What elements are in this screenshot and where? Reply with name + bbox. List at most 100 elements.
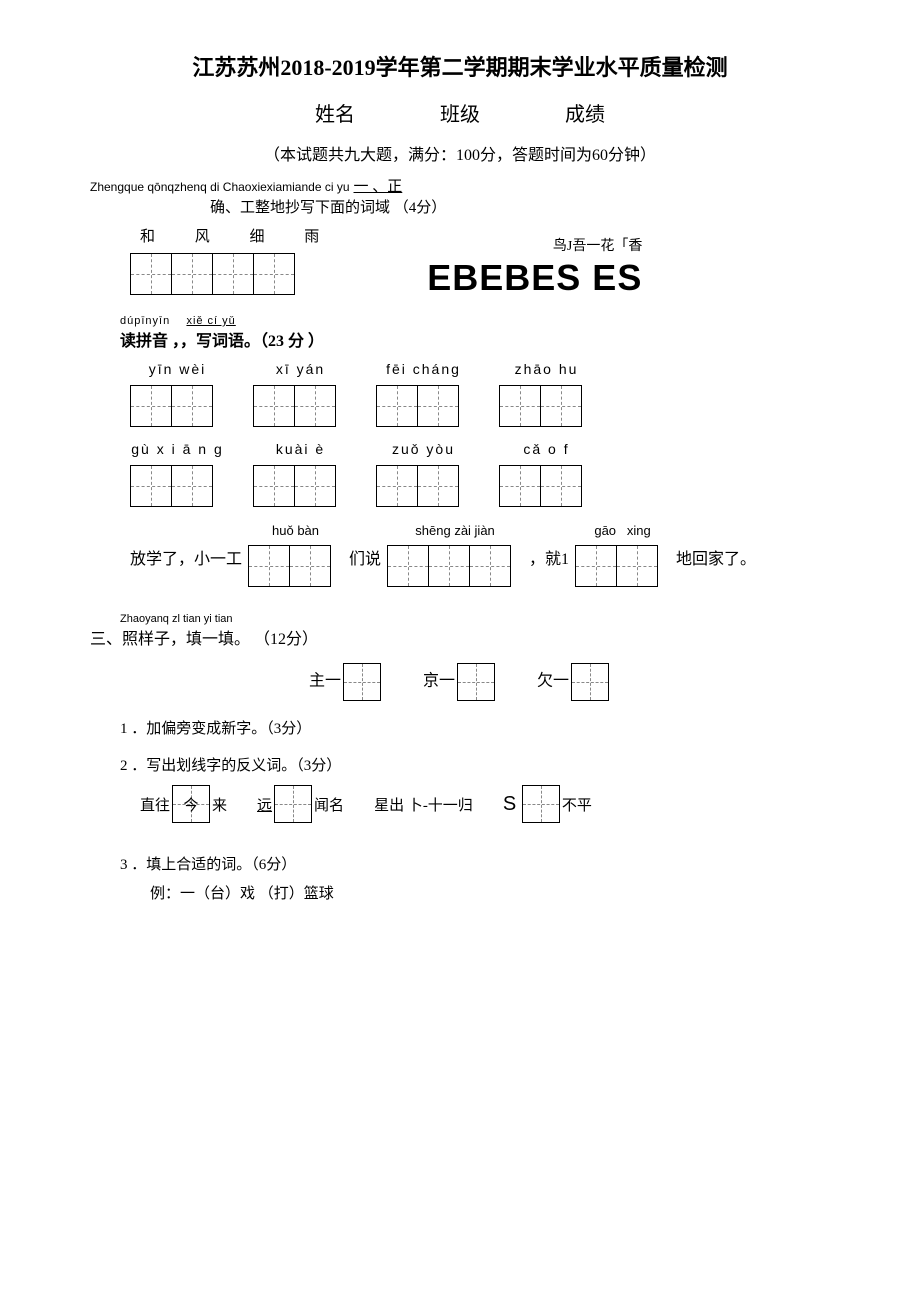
pinyin-label: cǎ o f (499, 441, 594, 457)
q2-item: zhāo hu (499, 361, 594, 431)
pinyin-label: fēi cháng (376, 361, 471, 377)
sentence-post: 地回家了。 (676, 545, 756, 569)
q3-row-items: 主一 京一 欠一 (90, 663, 830, 701)
writing-box[interactable] (469, 545, 511, 587)
writing-box[interactable] (376, 465, 418, 507)
q1-left-group: 和 风 细 雨 (130, 225, 337, 299)
writing-box[interactable] (417, 465, 459, 507)
q1-pinyin: Zhengque qōnqzhenq di Chaoxiexiamiande c… (90, 180, 350, 194)
post: 来 (212, 794, 227, 815)
q2-item: yīn wèi (130, 361, 225, 431)
q2-item: gù x i ā n g (130, 441, 225, 511)
writing-box[interactable] (289, 545, 331, 587)
q3-item: 欠一 (537, 663, 611, 701)
q3-item: 京一 (423, 663, 497, 701)
pre: 直往 (140, 794, 170, 815)
pinyin-label: yīn wèi (130, 361, 225, 377)
q1-heading: Zhengque qōnqzhenq di Chaoxiexiamiande c… (90, 175, 830, 217)
writing-box[interactable] (343, 663, 381, 701)
q2-heading-text: 读拼音 ，，写词语。（23 分 ） (120, 333, 324, 350)
writing-box[interactable] (540, 465, 582, 507)
writing-box[interactable] (417, 385, 459, 427)
sentence-mid2: ，就1 (529, 545, 569, 569)
q2-item: kuài è (253, 441, 348, 511)
q3-example: 例：一（台）戏 （打）篮球 (150, 882, 830, 903)
exam-subtitle: （本试题共九大题，满分：100分，答题时间为60分钟） (90, 141, 830, 165)
writing-box[interactable] (253, 385, 295, 427)
sentence-blank1: huǒ bàn (248, 523, 343, 591)
page-title: 江苏苏州2018-2019学年第二学期期末学业水平质量检测 (90, 50, 830, 82)
label: 京一 (423, 673, 455, 690)
writing-box[interactable] (294, 465, 336, 507)
writing-box[interactable] (274, 785, 312, 823)
writing-box[interactable] (253, 465, 295, 507)
antonym-item: 星出 卜-十一归 (374, 794, 473, 815)
sentence-mid1: 们说 (349, 545, 381, 569)
writing-box[interactable]: 今 (172, 785, 210, 823)
q2-item: zuǒ yòu (376, 441, 471, 511)
writing-box[interactable] (171, 253, 213, 295)
antonym-item: 远闻名 (257, 785, 344, 823)
writing-box[interactable] (248, 545, 290, 587)
q3-item: 主一 (309, 663, 383, 701)
q1-heading-b: 确、工整地抄写下面的词域 （4分） (210, 196, 830, 217)
q3-heading-text: 三、照样子，填一填。 （12分） (90, 631, 318, 648)
pinyin-label: zuǒ yòu (376, 441, 471, 457)
writing-box[interactable] (571, 663, 609, 701)
writing-box[interactable] (130, 465, 172, 507)
pinyin-label: gù x i ā n g (130, 441, 225, 457)
pinyin-label: xī yán (253, 361, 348, 377)
writing-box[interactable] (253, 253, 295, 295)
label: 主一 (309, 673, 341, 690)
q1-left-boxes (130, 253, 295, 295)
sentence-blank3: gāo xing (575, 523, 670, 591)
writing-box[interactable] (171, 385, 213, 427)
char: 今 (184, 794, 199, 815)
writing-box[interactable] (212, 253, 254, 295)
q3-heading: Zhaoyanq zl tian yi tian 三、照样子，填一填。 （12分… (90, 613, 830, 649)
q2-row2: gù x i ā n g kuài è zuǒ yòu cǎ o f (130, 441, 830, 511)
writing-box[interactable] (387, 545, 429, 587)
q1-right-big: EBEBES ES (427, 257, 642, 299)
q3-sub1: 1 ．加偏旁变成新字。（3分） (120, 717, 830, 738)
writing-box[interactable] (130, 253, 172, 295)
name-label: 姓名 (315, 98, 355, 127)
writing-box[interactable] (294, 385, 336, 427)
writing-box[interactable] (499, 385, 541, 427)
q2-item: fēi cháng (376, 361, 471, 431)
writing-box[interactable] (522, 785, 560, 823)
writing-box[interactable] (171, 465, 213, 507)
pinyin: gāo (594, 523, 616, 538)
q2-heading: dúpīnyīn xiě cí yǔ 读拼音 ，，写词语。（23 分 ） (120, 315, 830, 351)
pinyin: shēng zài jiàn (387, 523, 523, 538)
q1-content: 和 风 细 雨 鸟J吾一花「香 EBEBES ES (130, 225, 830, 299)
writing-box[interactable] (499, 465, 541, 507)
q1-left-chars: 和 风 细 雨 (130, 225, 337, 246)
label: 欠一 (537, 673, 569, 690)
pre: S (503, 793, 516, 816)
writing-box[interactable] (616, 545, 658, 587)
q3-antonym-row: 直往今来 远闻名 星出 卜-十一归 S 不平 (140, 785, 830, 823)
q2-item: xī yán (253, 361, 348, 431)
writing-box[interactable] (428, 545, 470, 587)
q2-grid: yīn wèi xī yán fēi cháng zhāo hu gù x i … (130, 361, 830, 511)
writing-box[interactable] (575, 545, 617, 587)
writing-box[interactable] (376, 385, 418, 427)
antonym-item: 直往今来 (140, 785, 227, 823)
pre: 远 (257, 794, 272, 815)
q3-sub3: 3 ．填上合适的词。（6分） (120, 853, 830, 874)
q2-pinyin-b: xiě cí yǔ (186, 315, 235, 327)
info-row: 姓名 班级 成绩 (90, 98, 830, 127)
sentence-pre: 放学了，小一工 (130, 545, 242, 569)
q2-pinyin-a: dúpīnyīn (120, 315, 170, 327)
pinyin: huǒ bàn (248, 523, 343, 538)
writing-box[interactable] (457, 663, 495, 701)
q2-sentence: 放学了，小一工 huǒ bàn 们说 shēng zài jiàn ，就1 gā… (130, 523, 830, 591)
q1-right-top: 鸟J吾一花「香 (427, 235, 642, 255)
q3-sub2: 2 ．写出划线字的反义词。（3分） (120, 754, 830, 775)
antonym-item: S 不平 (503, 785, 592, 823)
writing-box[interactable] (540, 385, 582, 427)
pinyin-label: zhāo hu (499, 361, 594, 377)
q2-item: cǎ o f (499, 441, 594, 511)
writing-box[interactable] (130, 385, 172, 427)
